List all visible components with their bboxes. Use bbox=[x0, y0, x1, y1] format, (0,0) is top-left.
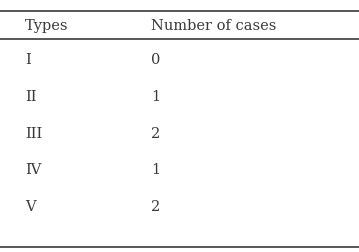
Text: 1: 1 bbox=[151, 163, 160, 177]
Text: I: I bbox=[25, 53, 31, 68]
Text: Types: Types bbox=[25, 19, 69, 34]
Text: 2: 2 bbox=[151, 127, 160, 141]
Text: 0: 0 bbox=[151, 53, 160, 68]
Text: III: III bbox=[25, 127, 42, 141]
Text: V: V bbox=[25, 200, 36, 214]
Text: 1: 1 bbox=[151, 90, 160, 104]
Text: IV: IV bbox=[25, 163, 42, 177]
Text: II: II bbox=[25, 90, 37, 104]
Text: 2: 2 bbox=[151, 200, 160, 214]
Text: Number of cases: Number of cases bbox=[151, 19, 276, 34]
